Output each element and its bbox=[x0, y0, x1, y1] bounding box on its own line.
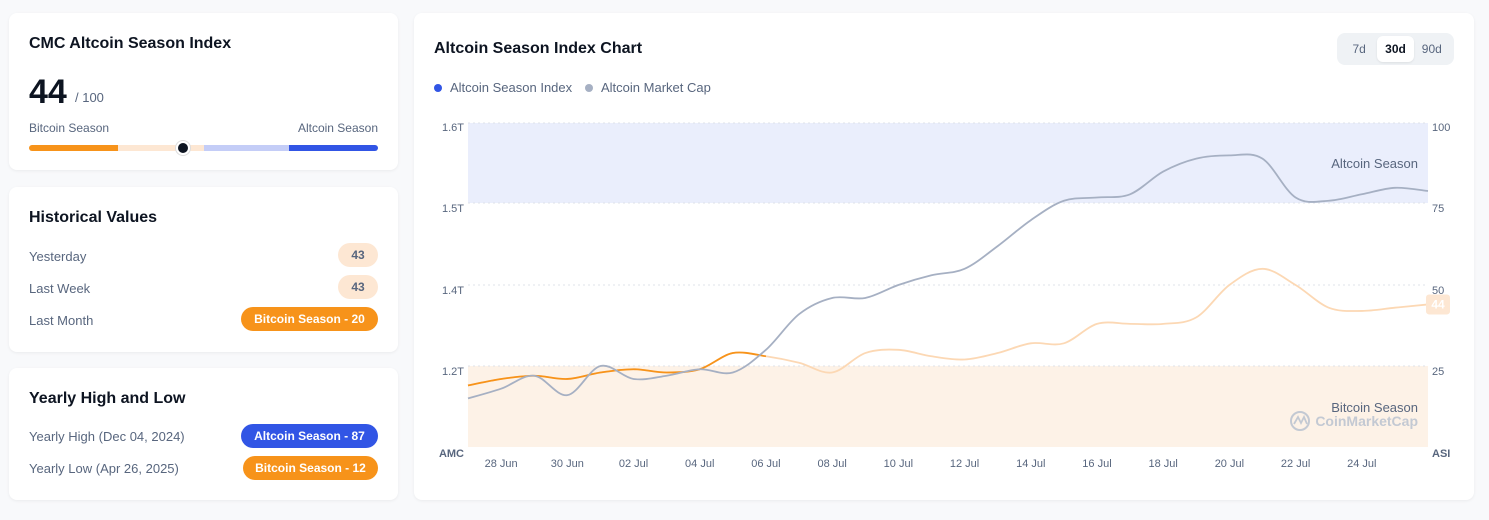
historical-badge-last-week: 43 bbox=[338, 275, 378, 299]
index-card-title: CMC Altcoin Season Index bbox=[29, 35, 232, 52]
index-denominator: / 100 bbox=[75, 90, 104, 105]
scale-bar-btc-strong bbox=[29, 145, 118, 151]
yearly-title: Yearly High and Low bbox=[29, 390, 186, 407]
yearly-low-row: Yearly Low (Apr 26, 2025) bbox=[29, 461, 179, 476]
range-7d-button[interactable]: 7d bbox=[1352, 42, 1366, 56]
yearly-high-label: Yearly High bbox=[29, 429, 96, 444]
yearly-low-date: (Apr 26, 2025) bbox=[95, 461, 179, 476]
right-tick-100: 100 bbox=[1432, 122, 1450, 134]
legend-label-index: Altcoin Season Index bbox=[450, 80, 573, 95]
x-tick-label: 04 Jul bbox=[685, 458, 714, 470]
altcoin-season-zone bbox=[468, 123, 1428, 203]
chart-title: Altcoin Season Index Chart bbox=[434, 40, 643, 57]
coinmarketcap-logo-icon bbox=[1290, 411, 1310, 431]
yearly-low-label: Yearly Low bbox=[29, 461, 93, 476]
index-value: 44 bbox=[29, 73, 67, 111]
left-tick-1-6t: 1.6T bbox=[442, 122, 464, 134]
yearly-low-badge: Bitcoin Season - 12 bbox=[243, 456, 378, 480]
right-tick-50: 50 bbox=[1432, 285, 1444, 297]
zone-label-altcoin-season: Altcoin Season bbox=[1331, 156, 1418, 171]
watermark-text: CoinMarketCap bbox=[1315, 413, 1418, 429]
x-tick-label: 06 Jul bbox=[751, 458, 780, 470]
x-tick-label: 10 Jul bbox=[884, 458, 913, 470]
historical-label-last-week: Last Week bbox=[29, 281, 91, 296]
range-selector: 7d 30d 90d bbox=[1337, 33, 1454, 65]
index-marker bbox=[175, 141, 190, 155]
altcoin-season-index-card: CMC Altcoin Season Index 44 / 100 Bitcoi… bbox=[9, 13, 398, 170]
historical-badge-last-month: Bitcoin Season - 20 bbox=[241, 307, 378, 331]
bitcoin-season-label: Bitcoin Season bbox=[29, 121, 110, 135]
left-axis-title: AMC bbox=[439, 448, 464, 460]
x-tick-label: 28 Jun bbox=[485, 458, 518, 470]
legend-altcoin-market-cap[interactable]: Altcoin Market Cap bbox=[585, 80, 711, 95]
scale-bar-btc-light bbox=[118, 145, 204, 151]
yearly-high-badge: Altcoin Season - 87 bbox=[241, 424, 378, 448]
legend-dot-market-cap bbox=[585, 83, 593, 92]
x-tick-label: 18 Jul bbox=[1148, 458, 1177, 470]
range-30d-button[interactable]: 30d bbox=[1377, 36, 1414, 62]
x-tick-label: 20 Jul bbox=[1215, 458, 1244, 470]
historical-values-card: Historical Values Yesterday 43 Last Week… bbox=[9, 187, 398, 352]
legend-label-market-cap: Altcoin Market Cap bbox=[601, 80, 711, 95]
x-tick-label: 02 Jul bbox=[619, 458, 648, 470]
legend-altcoin-season-index[interactable]: Altcoin Season Index bbox=[434, 80, 572, 95]
range-90d-button[interactable]: 90d bbox=[1421, 42, 1442, 56]
historical-badge-yesterday: 43 bbox=[338, 243, 378, 267]
x-axis-ticks: 28 Jun 30 Jun 02 Jul 04 Jul 06 Jul 08 Jul 10 J… bbox=[485, 458, 1377, 470]
yearly-high-row: Yearly High (Dec 04, 2024) bbox=[29, 429, 185, 444]
x-tick-label: 16 Jul bbox=[1082, 458, 1111, 470]
right-axis-title: ASI bbox=[1432, 448, 1450, 460]
altcoin-season-label: Altcoin Season bbox=[297, 121, 378, 135]
altcoin-season-chart[interactable]: 1.6T 1.5T 1.4T 1.2T 100 75 50 25 AMC ASI… bbox=[414, 13, 1474, 500]
historical-label-yesterday: Yesterday bbox=[29, 249, 87, 264]
right-tick-25: 25 bbox=[1432, 366, 1444, 378]
x-tick-label: 14 Jul bbox=[1016, 458, 1045, 470]
x-tick-label: 30 Jun bbox=[551, 458, 584, 470]
yearly-high-date: (Dec 04, 2024) bbox=[98, 429, 185, 444]
left-tick-1-2t: 1.2T bbox=[442, 366, 464, 378]
series-line-altcoin-market-cap bbox=[467, 153, 1429, 400]
chart-card: Altcoin Season Index Chart 7d 30d 90d Al… bbox=[414, 13, 1474, 500]
x-tick-label: 22 Jul bbox=[1281, 458, 1310, 470]
right-tick-75: 75 bbox=[1432, 203, 1444, 215]
bitcoin-season-zone bbox=[468, 366, 1428, 447]
current-index-badge-text: 44 bbox=[1431, 297, 1445, 311]
x-tick-label: 08 Jul bbox=[817, 458, 846, 470]
x-tick-label: 12 Jul bbox=[950, 458, 979, 470]
left-tick-1-4t: 1.4T bbox=[442, 285, 464, 297]
legend-dot-index bbox=[434, 83, 442, 92]
historical-label-last-month: Last Month bbox=[29, 313, 94, 328]
scale-bar-alt-strong bbox=[289, 145, 378, 151]
zone-label-bitcoin-season: Bitcoin Season bbox=[1331, 400, 1418, 415]
x-tick-label: 24 Jul bbox=[1347, 458, 1376, 470]
historical-title: Historical Values bbox=[29, 209, 158, 226]
current-index-badge bbox=[1426, 294, 1450, 315]
scale-bar-alt-light bbox=[204, 145, 289, 151]
left-tick-1-5t: 1.5T bbox=[442, 203, 464, 215]
series-layer bbox=[467, 153, 1429, 400]
yearly-high-low-card: Yearly High and Low Yearly High (Dec 04,… bbox=[9, 368, 398, 500]
